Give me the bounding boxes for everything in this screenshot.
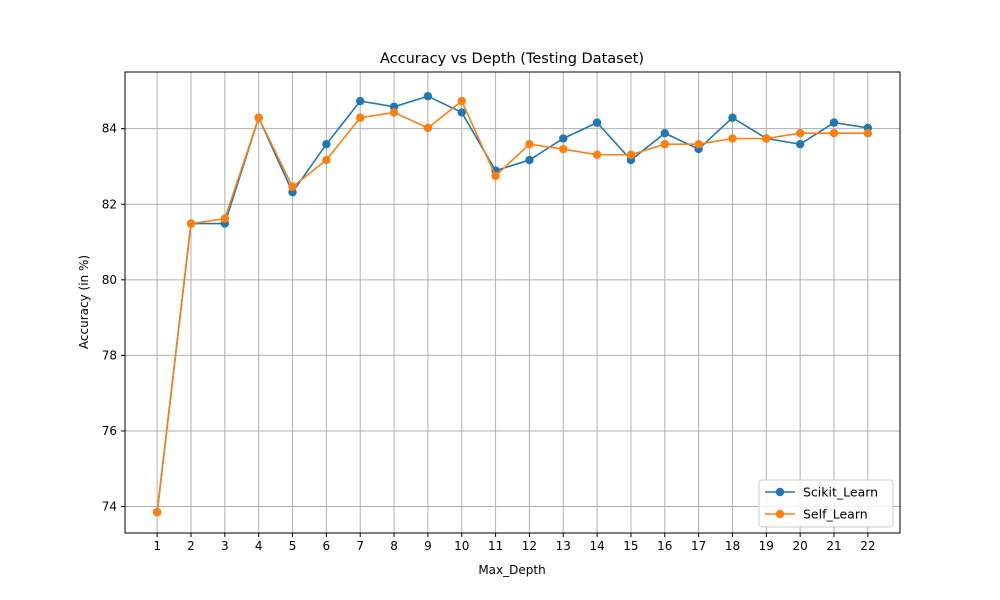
data-point — [389, 108, 399, 117]
plot-frame — [124, 71, 901, 534]
y-tick-label: 76 — [102, 424, 117, 438]
legend-marker — [775, 509, 785, 519]
data-point — [829, 129, 839, 138]
data-point — [423, 123, 433, 133]
x-tick-label: 11 — [488, 539, 503, 553]
legend-label: Self_Learn — [803, 507, 868, 522]
x-tick-label: 4 — [255, 539, 263, 553]
data-point — [728, 134, 737, 143]
x-tick-label: 1 — [153, 539, 161, 553]
data-point — [762, 134, 771, 143]
data-point — [423, 91, 433, 101]
data-point — [660, 129, 669, 138]
x-tick-label: 10 — [454, 539, 469, 553]
data-point — [795, 129, 805, 138]
data-point — [592, 150, 602, 159]
x-tick-label: 13 — [556, 539, 571, 553]
x-axis-ticks: 1 2 3 4 5 6 7 8 9 10 11 12 13 14 15 16 17 18 19 20 21 22 — [153, 533, 875, 553]
data-point — [525, 155, 534, 165]
series-layer — [152, 91, 873, 517]
data-point — [592, 118, 602, 127]
data-point — [356, 96, 365, 106]
y-tick-label: 74 — [102, 500, 117, 514]
data-point — [152, 508, 162, 517]
series-line — [156, 95, 868, 513]
x-tick-label: 20 — [793, 539, 808, 553]
x-tick-label: 3 — [221, 539, 229, 553]
data-point — [491, 171, 500, 181]
x-tick-label: 7 — [356, 539, 364, 553]
data-point — [356, 113, 365, 122]
data-point — [626, 150, 636, 159]
data-point — [457, 108, 466, 117]
x-tick-label: 2 — [187, 539, 195, 553]
data-point — [322, 155, 331, 165]
x-tick-label: 21 — [826, 539, 841, 553]
x-tick-label: 22 — [860, 539, 875, 553]
data-point — [322, 139, 331, 149]
series-self-learn — [152, 96, 873, 517]
legend-marker — [775, 487, 785, 497]
data-point — [288, 182, 297, 192]
y-axis-ticks: 74 76 78 80 82 84 — [102, 122, 125, 514]
x-tick-label: 8 — [390, 539, 398, 553]
data-point — [457, 96, 466, 106]
chart-title: Accuracy vs Depth (Testing Dataset) — [380, 51, 644, 67]
data-point — [220, 214, 230, 223]
legend-item: Self_Learn — [765, 507, 868, 522]
data-point — [559, 144, 568, 154]
x-tick-label: 19 — [759, 539, 774, 553]
data-point — [559, 134, 568, 143]
y-tick-label: 82 — [102, 197, 117, 211]
x-tick-label: 17 — [691, 539, 706, 553]
x-tick-label: 6 — [323, 539, 331, 553]
data-point — [728, 113, 737, 122]
data-point — [694, 139, 703, 149]
x-tick-label: 14 — [589, 539, 604, 553]
series-line — [156, 99, 868, 513]
x-tick-label: 18 — [725, 539, 740, 553]
x-tick-label: 15 — [623, 539, 638, 553]
data-point — [863, 129, 873, 138]
data-point — [525, 139, 534, 149]
y-tick-label: 84 — [102, 122, 117, 136]
data-point — [829, 118, 839, 127]
x-axis-label: Max_Depth — [478, 563, 545, 577]
grid — [125, 72, 900, 533]
x-tick-label: 12 — [522, 539, 537, 553]
data-point — [186, 219, 196, 228]
legend-item: Scikit_Learn — [765, 485, 878, 500]
data-point — [660, 139, 669, 149]
x-tick-label: 16 — [657, 539, 672, 553]
x-tick-label: 5 — [289, 539, 297, 553]
x-tick-label: 9 — [424, 539, 432, 553]
data-point — [254, 113, 263, 122]
legend-label: Scikit_Learn — [803, 485, 878, 500]
y-axis-label: Accuracy (in %) — [77, 255, 91, 349]
legend: Scikit_Learn Self_Learn — [758, 479, 894, 528]
y-tick-label: 80 — [102, 273, 117, 287]
data-point — [795, 139, 805, 149]
y-tick-label: 78 — [102, 348, 117, 362]
